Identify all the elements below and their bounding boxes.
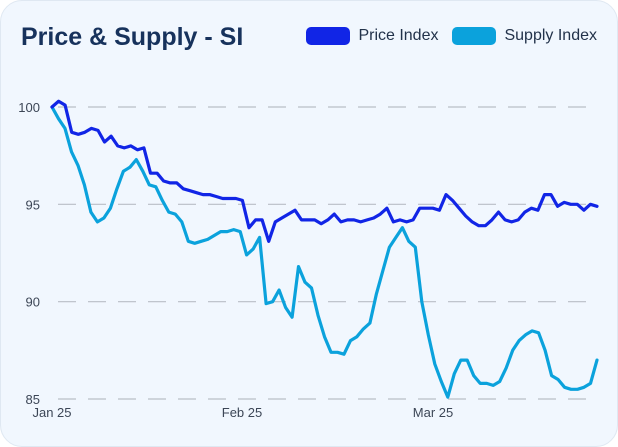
y-tick-label-90: 90 [26, 295, 40, 310]
x-tick-label-mar-25: Mar 25 [413, 405, 453, 420]
legend-label-price-index: Price Index [358, 27, 439, 44]
y-tick-label-85: 85 [26, 392, 40, 407]
x-tick-label-feb-25: Feb 25 [222, 405, 262, 420]
series-line-price-index [50, 99, 599, 243]
legend-item-price-index[interactable]: Price Index [306, 27, 438, 45]
y-tick-label-100: 100 [18, 100, 40, 115]
legend-label-supply-index: Supply Index [504, 27, 597, 44]
series-line-supply-index [50, 105, 599, 399]
legend-swatch-supply-index [452, 27, 497, 45]
legend-swatch-price-index [306, 27, 351, 45]
x-tick-label-jan-25: Jan 25 [32, 405, 71, 420]
legend: Price Index Supply Index [292, 27, 597, 45]
chart-title: Price & Supply - SI [21, 23, 244, 51]
y-tick-label-95: 95 [26, 197, 40, 212]
legend-item-supply-index[interactable]: Supply Index [452, 27, 597, 45]
